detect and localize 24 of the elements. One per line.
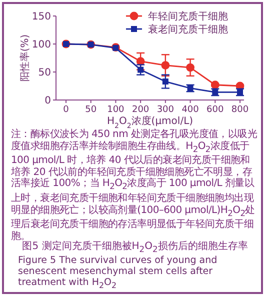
- x-tick-label: 300: [156, 105, 174, 115]
- x-tick-label: 50: [85, 105, 97, 115]
- y-tick-label: 0: [44, 96, 51, 106]
- y-tick-label: 100: [32, 40, 51, 50]
- caption: Figure 5 The survival curves of young and senescent mesenchymal stem cells after treatment with H$_{2}$O$_{2}$: [18, 255, 218, 291]
- x-tick-label: 800: [231, 105, 249, 115]
- y-axis-title: 阳性率(%): [19, 34, 31, 82]
- x-tick-label: 600: [206, 105, 224, 115]
- point: [138, 66, 144, 73]
- x-tick-label: 200: [132, 105, 150, 115]
- x-tick-label: 100: [107, 105, 125, 115]
- x-tick-label: 0: [63, 105, 70, 115]
- point: [210, 80, 220, 90]
- point: [186, 63, 194, 72]
- x-axis-title: H$_{2}$O$_{2}$浓度(μmol/L): [106, 115, 194, 130]
- text: 注：酶标仪波长为 450 nm 处测定各孔吸光度值，以吸光度值求细胞存活率并绘制细胞生存曲线。H$_{2}$O$_{2}$浓度低于 100 μmol/L 时，培养 40 代以后的衰老间充质干细胞和培养 20 代以前的年轻间充质干细胞细胞死亡不明显，存活率接近 100%；当 H$_{2}$O$_{2}$浓度高于 100 μmol/L 剂量以上时，衰老间充质干细胞和年轻间充质干细胞细胞均出现明显的细胞死亡；以较高剂量(100–600 μmol/L)H$_{2}$O$_{2}$处理后衰老间充质干细胞的存活率明显低于年轻间充质干细胞。: [11, 129, 258, 242]
- y-tick-label: 50: [38, 68, 51, 78]
- legend-label: 衰老间充质干细胞: [148, 24, 228, 36]
- legend-label: 年轻间充质干细胞: [148, 10, 228, 22]
- y-tick-label: 150: [32, 12, 51, 22]
- point: [161, 61, 170, 70]
- caption: 图5 测定间充质干细胞被H$_{2}$O$_{2}$损伤后的细胞生存率: [21, 241, 249, 255]
- x-tick-label: 400: [182, 105, 200, 115]
- point: [162, 78, 168, 85]
